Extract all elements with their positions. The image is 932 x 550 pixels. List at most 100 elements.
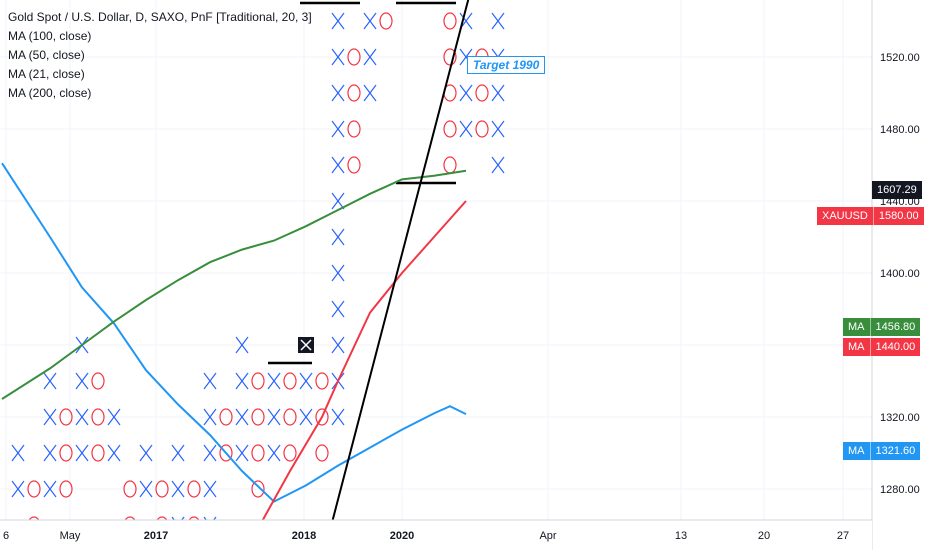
x-stroke — [139, 444, 153, 462]
x-stroke — [491, 120, 505, 138]
symbol-title[interactable]: Gold Spot / U.S. Dollar, D, SAXO, PnF [T… — [8, 10, 312, 24]
x-box — [331, 120, 345, 138]
x-box — [171, 480, 185, 498]
x-stroke — [203, 372, 217, 390]
price-axis[interactable]: 1280.001320.001360.001400.001440.001480.… — [871, 0, 932, 550]
x-box — [107, 444, 121, 462]
x-box — [267, 444, 281, 462]
o-box — [315, 408, 329, 426]
x-box — [139, 444, 153, 462]
x-box — [363, 12, 377, 30]
time-tick-label: Apr — [539, 530, 556, 542]
x-box — [203, 408, 217, 426]
o-box — [347, 120, 361, 138]
x-box — [491, 12, 505, 30]
x-box — [331, 300, 345, 318]
x-box — [43, 372, 57, 390]
o-box — [315, 444, 329, 462]
symbol-price-tag: XAUUSD 1580.00 — [817, 207, 924, 225]
x-stroke — [363, 48, 377, 66]
o-box — [91, 444, 105, 462]
x-stroke — [267, 408, 281, 426]
x-box — [11, 444, 25, 462]
x-box — [459, 84, 473, 102]
price-tick-label: 1400.00 — [880, 268, 920, 280]
time-tick-label: 13 — [675, 530, 687, 542]
x-box — [331, 84, 345, 102]
x-stroke — [43, 372, 57, 390]
x-box — [331, 156, 345, 174]
price-tick-label: 1440.00 — [880, 196, 920, 208]
x-box — [235, 444, 249, 462]
x-stroke — [331, 336, 345, 354]
ma-50-label[interactable]: MA (50, close) — [8, 48, 85, 62]
ma-200-label[interactable]: MA (200, close) — [8, 86, 92, 100]
price-tick-label: 1280.00 — [880, 484, 920, 496]
time-tick-label: 2017 — [144, 530, 168, 542]
o-box — [251, 480, 265, 498]
ma-100-label[interactable]: MA (100, close) — [8, 29, 92, 43]
x-box — [235, 372, 249, 390]
x-box — [75, 408, 89, 426]
x-stroke — [331, 228, 345, 246]
price-tick-label: 1520.00 — [880, 52, 920, 64]
x-box — [491, 120, 505, 138]
x-stroke — [363, 12, 377, 30]
ma-green-tag: MA 1456.80 — [843, 318, 921, 336]
o-box — [443, 12, 457, 30]
x-box — [267, 408, 281, 426]
x-stroke — [203, 444, 217, 462]
x-box — [331, 48, 345, 66]
last-price-tag: 1607.29 — [872, 181, 922, 199]
moving-average-line — [1, 169, 467, 400]
ma-21-label[interactable]: MA (21, close) — [8, 67, 85, 81]
x-stroke — [235, 444, 249, 462]
x-box — [235, 408, 249, 426]
o-box — [219, 444, 233, 462]
o-box — [251, 408, 265, 426]
grid — [0, 0, 872, 520]
chart-legend: Gold Spot / U.S. Dollar, D, SAXO, PnF [T… — [8, 8, 312, 103]
x-stroke — [203, 480, 217, 498]
o-box — [443, 156, 457, 174]
time-tick-label: 20 — [758, 530, 770, 542]
o-box — [251, 444, 265, 462]
o-box — [283, 372, 297, 390]
x-stroke — [459, 48, 473, 66]
indicator-lines — [1, 0, 470, 550]
x-stroke — [331, 120, 345, 138]
x-stroke — [43, 480, 57, 498]
x-stroke — [235, 408, 249, 426]
moving-average-line — [1, 162, 467, 503]
o-box — [187, 480, 201, 498]
time-axis[interactable]: 6 May 2017 2018 2020 Apr 13 20 27 — [0, 519, 872, 550]
time-tick-label: 2020 — [390, 530, 414, 542]
x-box — [267, 372, 281, 390]
target-annotation[interactable]: Target 1990 — [467, 56, 546, 74]
x-stroke — [299, 372, 313, 390]
o-box — [347, 84, 361, 102]
x-box — [331, 264, 345, 282]
x-stroke — [235, 372, 249, 390]
x-stroke — [267, 444, 281, 462]
x-stroke — [491, 156, 505, 174]
x-stroke — [43, 444, 57, 462]
x-box — [331, 12, 345, 30]
x-box — [491, 84, 505, 102]
x-box — [331, 408, 345, 426]
time-tick-label: May — [60, 530, 81, 542]
x-stroke — [235, 336, 249, 354]
x-stroke — [331, 300, 345, 318]
x-stroke — [11, 444, 25, 462]
x-stroke — [459, 84, 473, 102]
x-box — [331, 192, 345, 210]
x-stroke — [75, 408, 89, 426]
x-stroke — [331, 156, 345, 174]
x-box — [43, 408, 57, 426]
x-stroke — [331, 84, 345, 102]
x-stroke — [331, 48, 345, 66]
x-box — [75, 444, 89, 462]
time-tick-label: 2018 — [292, 530, 316, 542]
o-box — [219, 408, 233, 426]
